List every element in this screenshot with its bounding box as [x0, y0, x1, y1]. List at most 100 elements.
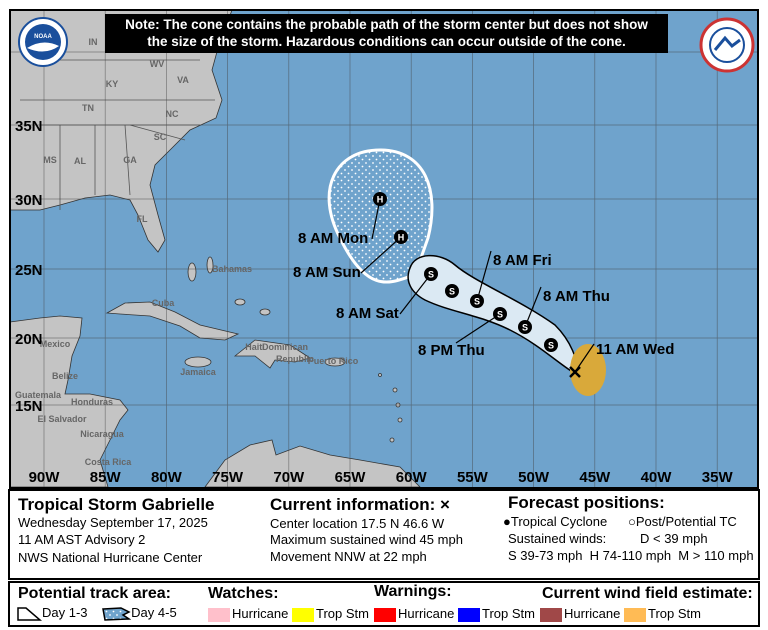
storm-map: INWVKYVATNNCSCMSALGAFLBermudaBahamasCuba…: [9, 9, 759, 489]
leader-line: [524, 286, 542, 328]
advisory-number: 11 AM AST Advisory 2: [18, 532, 146, 547]
note-line-2: the size of the storm. Hazardous conditi…: [147, 34, 626, 49]
lon-label: 75W: [212, 469, 244, 486]
place-label: WV: [150, 59, 165, 69]
place-label: KY: [106, 79, 119, 89]
day45-cone-icon: [102, 606, 132, 621]
place-label: NC: [166, 109, 179, 119]
d-range: D < 39 mph: [640, 531, 708, 546]
place-label: GA: [123, 155, 137, 165]
watches-title: Watches:: [208, 585, 279, 602]
watch-hurricane-swatch: [208, 607, 230, 622]
forecast-time-label: 8 AM Sat: [336, 305, 399, 322]
forecast-point-s-icon: [424, 267, 438, 281]
place-label: VA: [177, 75, 189, 85]
us-east: [9, 9, 233, 253]
filled-circle-icon: ●: [503, 514, 511, 529]
leader-line: [360, 236, 402, 274]
intensity-symbol: S: [522, 323, 528, 333]
hispaniola: [233, 339, 311, 369]
wind-hurricane-swatch: [540, 607, 562, 622]
lat-label: 35N: [15, 118, 43, 135]
track-area-title: Potential track area:: [18, 585, 171, 602]
warn-hurricane-swatch: [374, 607, 396, 622]
mexico-central-america: [9, 315, 129, 488]
forecast-point-s-icon: [470, 294, 484, 308]
shm-ranges: S 39-73 mph H 74-110 mph M > 110 mph: [508, 548, 754, 563]
leader-line: [399, 273, 432, 315]
forecast-time-label: 8 AM Sun: [293, 264, 361, 281]
leader-line: [476, 250, 492, 302]
wind-field-trop-stm: [570, 344, 606, 396]
nws-logo: [699, 17, 755, 73]
intensity-symbol: S: [548, 341, 554, 351]
sustained-label: Sustained winds:: [508, 531, 607, 546]
center-location: Center location 17.5 N 46.6 W: [270, 516, 445, 531]
place-label: Bahamas: [212, 264, 252, 274]
forecast-point-h-icon: [394, 230, 408, 244]
cone-day-4-5: [327, 148, 434, 284]
place-label: Cuba: [152, 298, 175, 308]
forecast-point-h-icon: [373, 192, 387, 206]
lon-label: 85W: [90, 469, 122, 486]
place-label: Dominican: [262, 342, 308, 352]
info-panel: Tropical Storm Gabrielle Wednesday Septe…: [8, 489, 760, 580]
intensity-symbol: H: [377, 195, 384, 205]
watch-trop-swatch: [291, 607, 314, 622]
place-label: El Salvador: [37, 414, 87, 424]
noaa-logo: NOAA: [18, 17, 68, 67]
forecast-point-s-icon: [445, 284, 459, 298]
ptc-label: Post/Potential TC: [635, 514, 737, 529]
wind-hurricane-label: Hurricane: [564, 606, 621, 621]
warn-hurricane-label: Hurricane: [398, 606, 455, 621]
lon-label: 45W: [579, 469, 611, 486]
place-label: Jamaica: [180, 367, 217, 377]
lon-label: 50W: [518, 469, 550, 486]
wind-field-title: Current wind field estimate:: [542, 585, 753, 602]
place-label: TN: [82, 103, 94, 113]
forecast-track: 11 AM Wed S 8 AM Thu S 8 PM Thu S 8 AM Fri S S 8 …: [293, 192, 674, 378]
forecast-point-s-icon: [518, 320, 532, 334]
lon-label: 60W: [396, 469, 428, 486]
lon-label: 65W: [335, 469, 367, 486]
forecast-time-label: 11 AM Wed: [596, 341, 674, 358]
day45-label: Day 4-5: [131, 605, 177, 620]
lat-label: 15N: [15, 398, 43, 415]
intensity-symbol: S: [428, 270, 434, 280]
place-label: Republic: [276, 354, 314, 364]
lat-label: 30N: [15, 192, 43, 209]
forecast-time-label: 8 AM Fri: [493, 252, 552, 269]
puerto-rico: [324, 357, 346, 367]
leader-line: [455, 313, 501, 344]
warnings-title: Warnings:: [374, 583, 452, 600]
place-label: FL: [137, 214, 148, 224]
place-label: Guatemala: [15, 390, 62, 400]
note-line-1: Note: The cone contains the probable pat…: [125, 17, 648, 32]
day13-label: Day 1-3: [42, 605, 88, 620]
max-wind: Maximum sustained wind 45 mph: [270, 532, 463, 547]
lon-label: 40W: [641, 469, 673, 486]
place-label: AL: [74, 156, 86, 166]
current-position-x-icon: [569, 366, 581, 378]
forecast-point-s-icon: [544, 338, 558, 352]
lat-label: 25N: [15, 262, 43, 279]
place-label: MS: [43, 155, 57, 165]
intensity-symbol: H: [398, 233, 405, 243]
day13-cone-icon: [17, 606, 43, 621]
watch-hurricane-label: Hurricane: [232, 606, 289, 621]
lon-label: 35W: [702, 469, 734, 486]
place-label: Honduras: [71, 397, 113, 407]
place-label: Mexico: [40, 339, 71, 349]
intensity-symbol: S: [497, 310, 503, 320]
lon-label: 55W: [457, 469, 489, 486]
warn-trop-label: Trop Stm: [481, 606, 535, 621]
forecast-time-label: 8 AM Thu: [543, 288, 610, 305]
tc-label: Tropical Cyclone: [510, 514, 608, 529]
storm-name: Tropical Storm Gabrielle: [18, 495, 215, 514]
intensity-symbol: S: [449, 287, 455, 297]
wind-trop-label: Trop Stm: [647, 606, 701, 621]
lon-label: 80W: [151, 469, 183, 486]
movement: Movement NNW at 22 mph: [270, 549, 427, 564]
issuing-center: NWS National Hurricane Center: [18, 550, 203, 565]
cone-note: Note: The cone contains the probable pat…: [105, 14, 668, 53]
